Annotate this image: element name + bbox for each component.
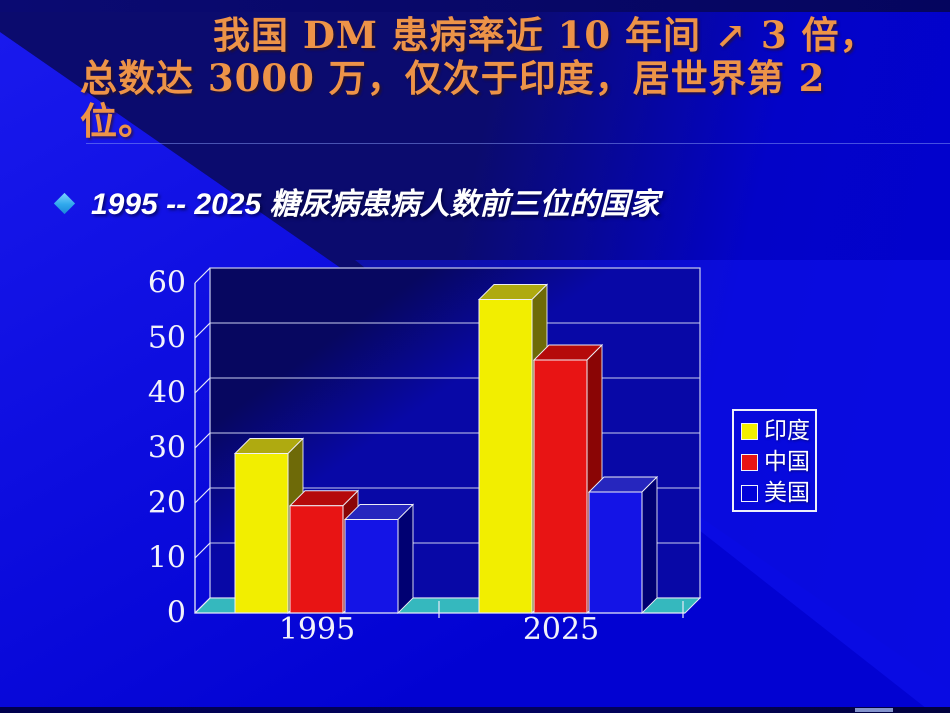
- bar-usa-1995: [343, 503, 415, 615]
- bar-front-face: [478, 299, 533, 614]
- ytick-slash-0: [194, 597, 211, 614]
- slide-title-line-3: 位。: [80, 99, 156, 143]
- legend-swatch-china: [741, 454, 758, 471]
- bullet-text: 1995 -- 2025 糖尿病患病人数前三位的国家: [91, 188, 660, 221]
- bar-usa-2025: [587, 475, 659, 615]
- top-edge-strip: [0, 0, 950, 12]
- legend-item-india: 印度: [741, 416, 815, 447]
- legend-item-china: 中国: [741, 447, 815, 478]
- ytick-label-60: 60: [148, 266, 186, 301]
- bar-side-face: [641, 475, 658, 615]
- legend-swatch-india: [741, 423, 758, 440]
- ytick-slash-40: [194, 377, 211, 394]
- legend-item-usa: 美国: [741, 478, 815, 509]
- ytick-slash-50: [194, 322, 211, 339]
- xcat-label-2025: 2025: [523, 612, 599, 647]
- ytick-label-30: 30: [148, 431, 186, 466]
- bar-front-face: [588, 491, 643, 614]
- ytick-label-0: 0: [167, 596, 186, 631]
- ytick-slash-10: [194, 542, 211, 559]
- legend-label-india: 印度: [764, 418, 810, 444]
- bar-front-face: [289, 505, 344, 614]
- ytick-label-50: 50: [148, 321, 186, 356]
- bar-front-face: [344, 519, 399, 614]
- xcat-label-1995: 1995: [279, 612, 355, 647]
- bar-side-face: [397, 503, 414, 615]
- ytick-label-20: 20: [148, 486, 186, 521]
- bar-front-face: [234, 453, 289, 614]
- bar-front-face: [533, 359, 588, 614]
- legend-swatch-usa: [741, 485, 758, 502]
- bottom-edge-strip: [0, 707, 950, 713]
- slide-title-line-2: 总数达 3000 万，仅次于印度，居世界第 2: [80, 56, 826, 100]
- chart-legend: 印度 中国 美国: [732, 409, 817, 512]
- ytick-slash-60: [194, 267, 211, 284]
- slide-title-line-1: 我国 DM 患病率近 10 年间 ↗ 3 倍，: [213, 13, 878, 57]
- legend-label-china: 中国: [764, 449, 810, 475]
- ytick-label-10: 10: [148, 541, 186, 576]
- ytick-slash-20: [194, 487, 211, 504]
- title-divider-line: [86, 143, 950, 144]
- legend-label-usa: 美国: [764, 480, 810, 506]
- bottom-right-fragment: [855, 708, 893, 712]
- ytick-slash-30: [194, 432, 211, 449]
- ytick-label-40: 40: [148, 376, 186, 411]
